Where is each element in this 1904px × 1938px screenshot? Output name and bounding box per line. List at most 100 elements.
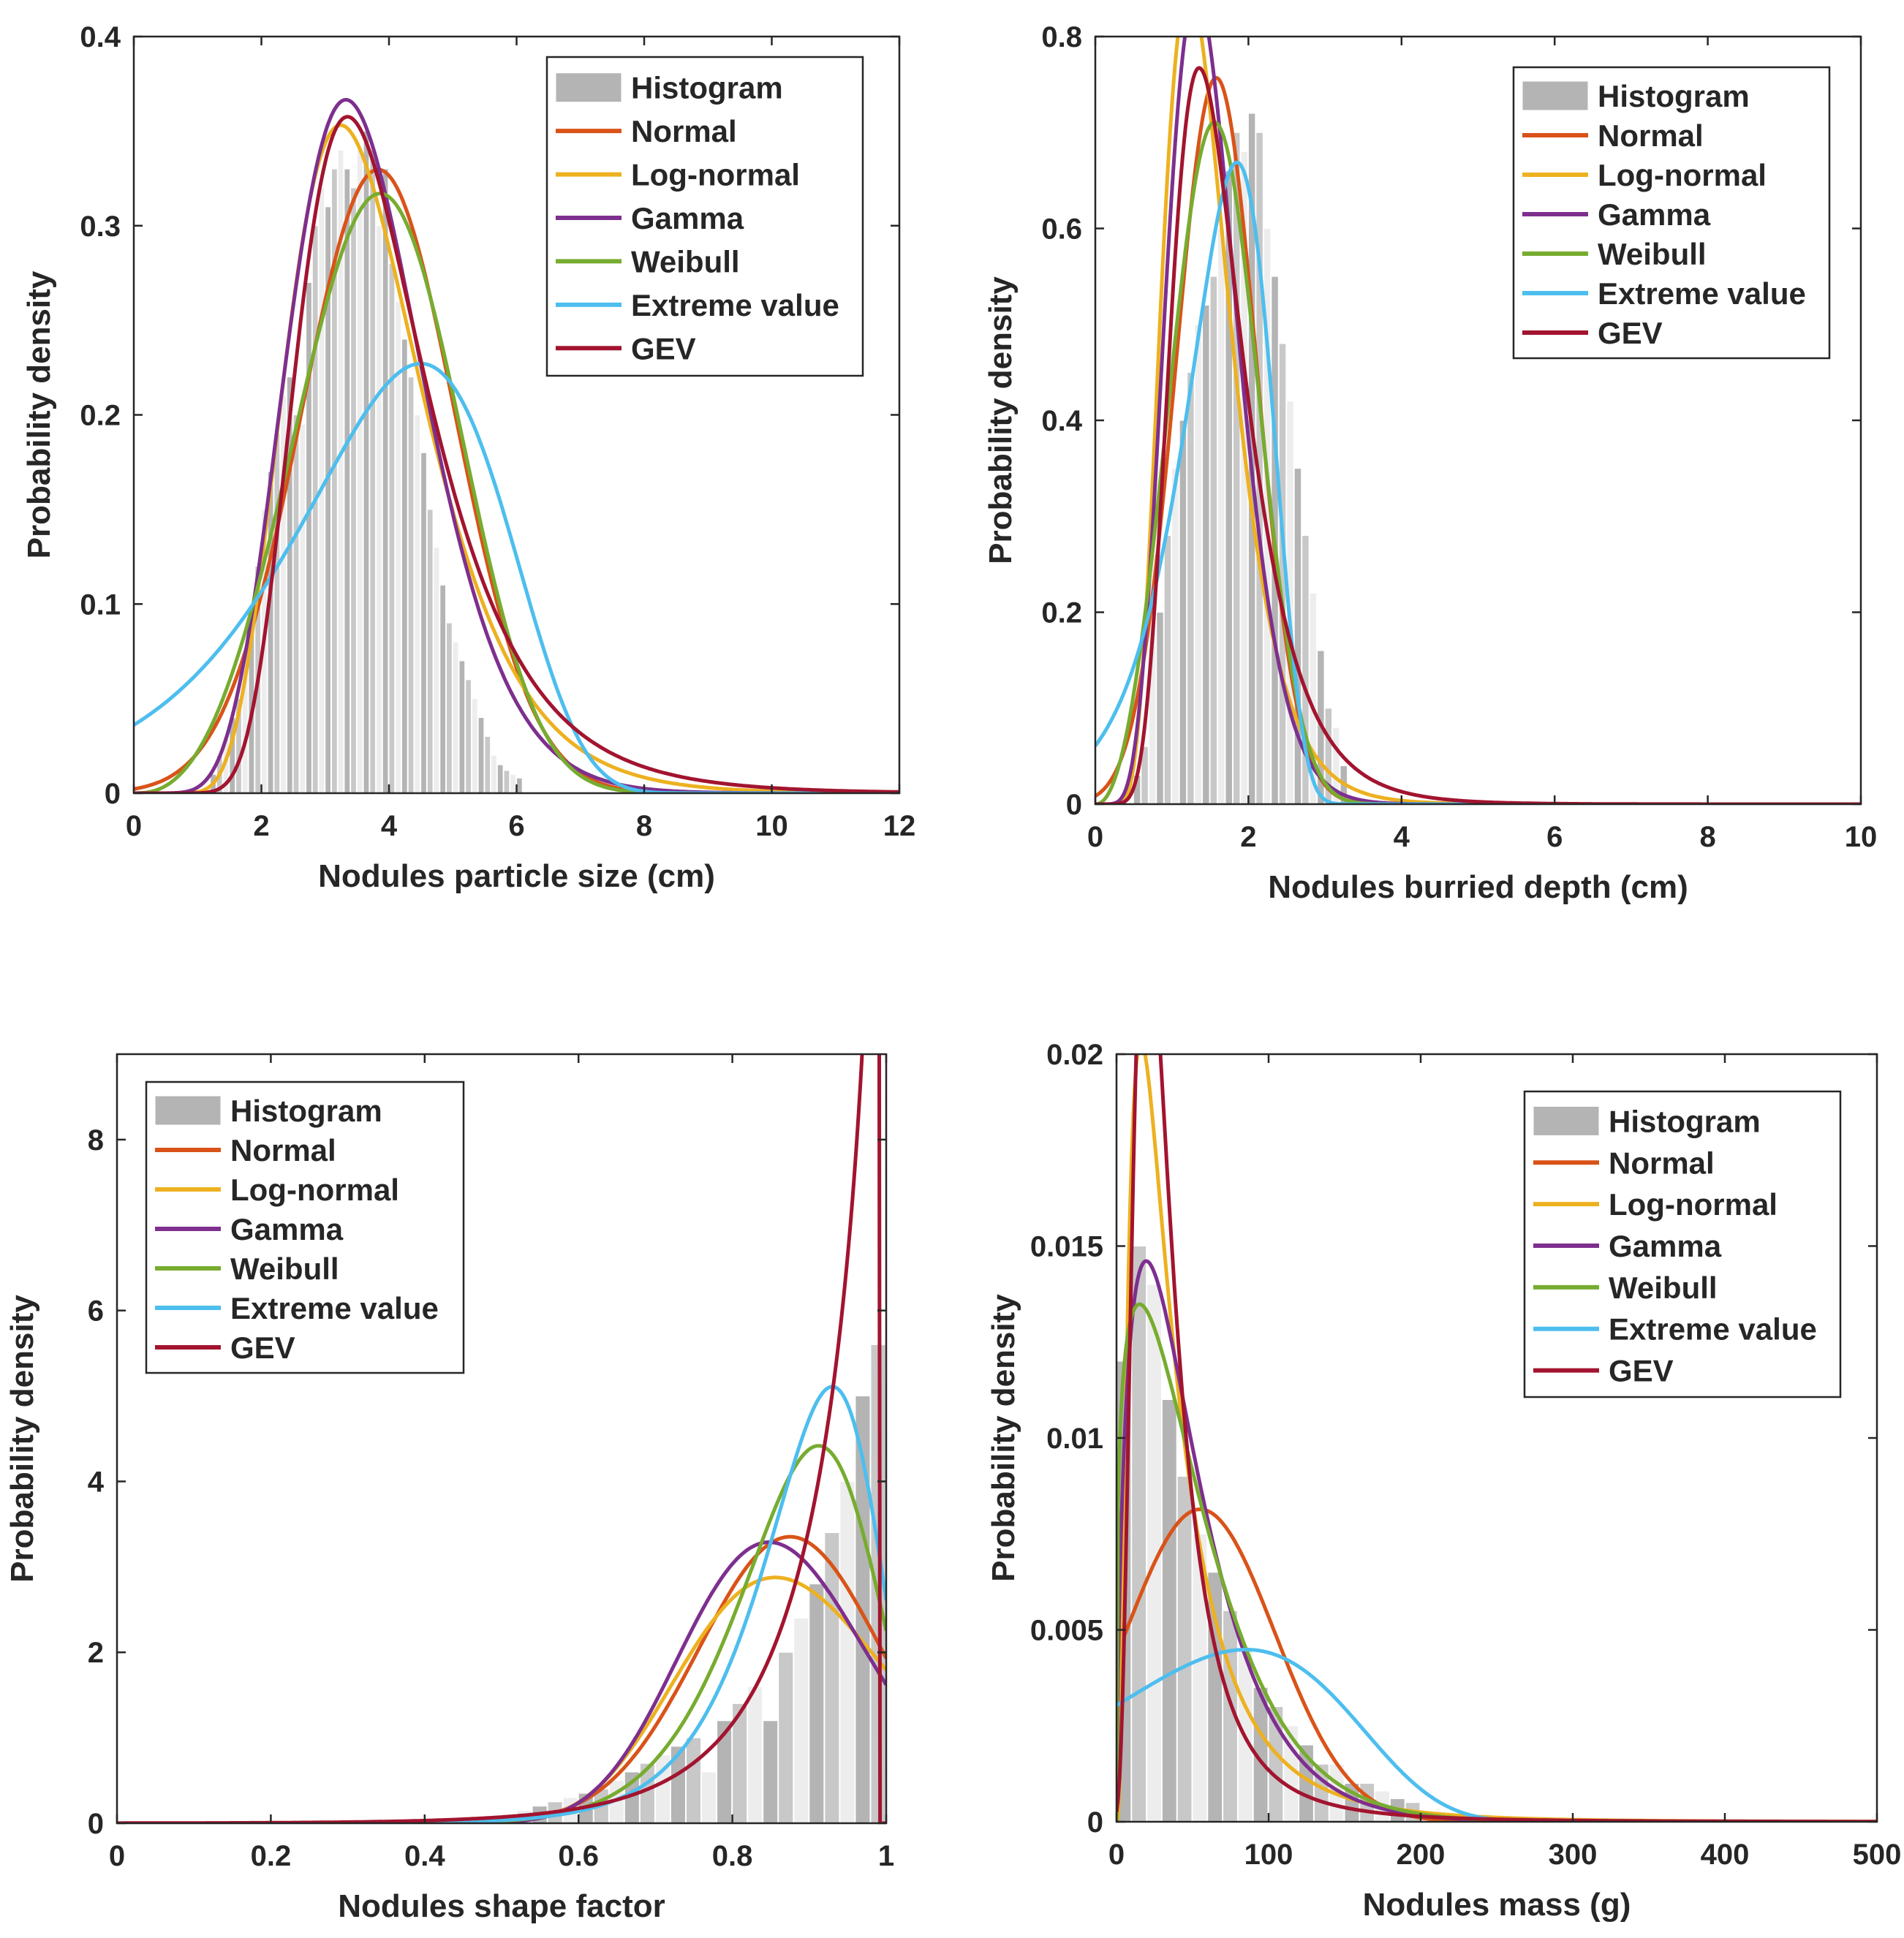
histogram-bar (778, 1651, 794, 1823)
chart-particle-size: 0 2 4 6 8 10 12 0 0.1 0.2 0.3 0.4 Nodules particle s… (21, 21, 915, 894)
histogram-bar (465, 679, 472, 793)
histogram-bar (855, 1396, 871, 1823)
axes-box (116, 1053, 888, 1825)
histogram-bar (1192, 1533, 1208, 1822)
histogram-bar (325, 206, 331, 793)
histogram-bar (510, 773, 517, 793)
legend-label: Log-normal (631, 158, 800, 192)
histogram-bar (503, 770, 510, 793)
histogram-bar (401, 338, 408, 793)
x-axis-label: Nodules mass (g) (1363, 1887, 1631, 1923)
x-tick-label: 12 (883, 810, 916, 842)
histogram-bar (1209, 276, 1218, 804)
y-tick-label: 0.3 (80, 211, 121, 243)
histogram-bar (685, 1737, 702, 1823)
y-tick-label: 0.4 (80, 21, 121, 53)
histogram-bar (491, 754, 497, 793)
x-tick-label: 8 (1699, 821, 1715, 853)
histogram-bar (1232, 132, 1241, 804)
histogram-bar (701, 1771, 717, 1823)
legend-label: GEV (1598, 316, 1663, 350)
x-tick-label: 300 (1549, 1839, 1598, 1871)
x-axis-label: Nodules particle size (cm) (318, 858, 715, 894)
y-tick-label: 0.6 (1041, 213, 1082, 246)
chart-shape-factor: 0 0.2 0.4 0.6 0.8 1 0 2 4 6 8 Nodules shape factor P… (4, 1053, 894, 1924)
histogram-bar (439, 584, 447, 793)
x-tick-label: 10 (1845, 821, 1878, 853)
y-axis-label: Probability density (4, 1295, 40, 1583)
y-tick-label: 0 (88, 1808, 104, 1840)
histogram-bar (1332, 727, 1340, 804)
x-tick-label: 200 (1397, 1839, 1446, 1871)
legend-label: GEV (631, 331, 696, 366)
x-tick-label: 6 (1546, 821, 1563, 853)
histogram-bar (1194, 324, 1203, 804)
y-axis-label: Probability density (983, 276, 1019, 564)
y-tick-label: 0.02 (1046, 1039, 1103, 1071)
histogram-bar (809, 1583, 825, 1823)
histogram-bar (1179, 420, 1187, 804)
histogram-bar (337, 149, 344, 793)
histogram-bar (350, 187, 357, 793)
histogram-bar (1161, 1399, 1177, 1822)
legend-label: Normal (1609, 1146, 1715, 1180)
histogram-bar (395, 300, 401, 793)
y-tick-label: 0.015 (1030, 1231, 1103, 1263)
legend-label: Weibull (1609, 1271, 1718, 1305)
histogram-bar (235, 698, 242, 793)
legend-label: Log-normal (1609, 1187, 1778, 1222)
y-tick-label: 4 (88, 1466, 105, 1498)
histogram-bar (363, 130, 370, 793)
x-tick-label: 8 (636, 810, 652, 842)
y-tick-label: 0 (1087, 1806, 1103, 1839)
chart-burried-depth: 0 2 4 6 8 10 0 0.2 0.4 0.6 0.8 Nodules burried dept… (983, 21, 1878, 905)
histogram-bar (407, 376, 415, 793)
x-tick-label: 10 (755, 810, 788, 842)
legend-label: GEV (230, 1331, 295, 1365)
curve-extreme-value (117, 1385, 886, 1823)
y-tick-label: 0.1 (80, 588, 121, 621)
histogram-bar (292, 415, 300, 793)
histogram-bar (496, 764, 504, 793)
histogram-bar (1187, 371, 1195, 804)
histogram-bar (286, 376, 293, 793)
curve-normal (1095, 75, 1861, 804)
histogram-bar (1163, 535, 1172, 804)
y-tick-label: 2 (88, 1637, 104, 1669)
legend: Histogram Normal Log-normal Gamma Weibull Ext… (1512, 66, 1831, 360)
x-tick-label: 100 (1244, 1839, 1293, 1871)
histogram-bar (747, 1686, 763, 1823)
histogram-bar (1131, 1246, 1147, 1822)
histogram-bar (670, 1746, 686, 1823)
y-axis-label: Probability density (986, 1294, 1021, 1582)
x-tick-label: 0.4 (404, 1840, 445, 1872)
histogram-bar (344, 168, 351, 793)
x-tick-label: 4 (1394, 821, 1410, 853)
legend-label: Log-normal (1598, 158, 1767, 192)
x-tick-label: 6 (508, 810, 524, 842)
histogram-bar (1207, 1572, 1223, 1822)
legend-label: Normal (1598, 118, 1704, 153)
x-tick-label: 0.2 (251, 1840, 292, 1872)
histogram-bar (1176, 1476, 1193, 1822)
chart-mass: 0 100 200 300 400 500 0 0.005 0.01 0.015 0.02 Nodul… (986, 1039, 1901, 1923)
legend-label: Histogram (1609, 1104, 1761, 1138)
histogram-bar (1253, 1687, 1269, 1822)
histogram-bar (458, 660, 466, 793)
legend-swatch-histogram (1533, 1105, 1600, 1136)
y-tick-label: 0.8 (1041, 21, 1082, 53)
histogram-bar (311, 225, 319, 793)
histogram-bar (1156, 612, 1164, 804)
curve-gamma (1095, 37, 1861, 804)
x-tick-label: 0 (109, 1840, 125, 1872)
histogram-bar (433, 547, 440, 793)
y-tick-label: 8 (88, 1124, 104, 1157)
histogram-bar (1141, 746, 1149, 804)
histogram-bar (376, 225, 382, 793)
x-tick-label: 0.8 (712, 1840, 753, 1872)
legend-label: Extreme value (631, 288, 839, 322)
histogram-bar (1293, 468, 1302, 804)
histogram-bar (356, 149, 363, 793)
legend-label: Histogram (631, 71, 783, 105)
